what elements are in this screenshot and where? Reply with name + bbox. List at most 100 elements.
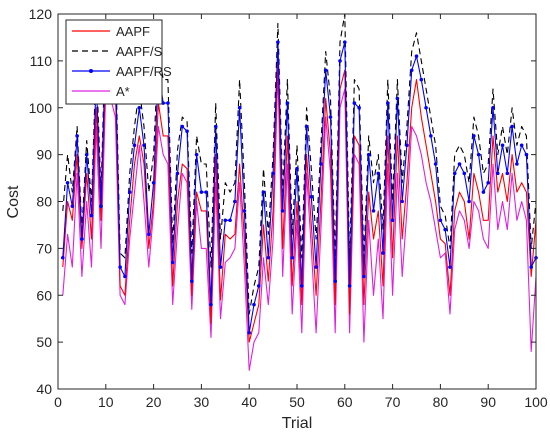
series-point [75, 134, 79, 138]
series-point [80, 237, 84, 241]
series-point [70, 204, 75, 208]
series-point [276, 40, 280, 44]
series-point [452, 171, 457, 176]
legend-label: A* [116, 84, 130, 99]
series-point [362, 274, 366, 279]
y-tick-label: 40 [36, 381, 52, 397]
series-point [338, 59, 342, 63]
x-tick-label: 100 [524, 394, 548, 410]
series-point [347, 284, 352, 288]
series-point [295, 166, 299, 171]
series-point [323, 68, 328, 73]
y-tick-label: 90 [36, 147, 52, 163]
series-point [500, 143, 505, 148]
series-point [290, 255, 295, 260]
series-point [491, 105, 495, 110]
series-point [299, 284, 304, 288]
series-point [357, 105, 361, 110]
series-point [328, 115, 333, 119]
legend-label: AAPF [116, 24, 150, 39]
series-point [123, 274, 127, 279]
series-point [242, 209, 247, 213]
legend-label: AAPF/RS [116, 64, 172, 79]
y-tick-label: 60 [36, 287, 52, 303]
series-point [252, 302, 256, 307]
series-point [180, 124, 185, 129]
legend-box [65, 19, 163, 105]
series-point [429, 134, 433, 138]
series-point [438, 218, 443, 223]
legend-marker [89, 69, 93, 73]
y-tick-label: 80 [36, 194, 52, 210]
series-point [271, 171, 275, 176]
series-point [515, 162, 519, 166]
x-tick-label: 80 [433, 394, 449, 410]
series-point [457, 162, 462, 166]
series-point [132, 143, 137, 148]
series-point [309, 195, 314, 199]
series-point [448, 265, 452, 269]
x-tick-label: 90 [480, 394, 496, 410]
series-point [371, 209, 376, 213]
series-point [166, 101, 170, 105]
series-point [185, 129, 189, 133]
series-point [89, 213, 94, 218]
series-point [194, 152, 199, 157]
series-point [395, 96, 400, 101]
series-point [343, 40, 347, 44]
series-point [386, 101, 390, 105]
series-point [247, 330, 251, 335]
series-point [266, 255, 271, 260]
series-point [510, 124, 514, 129]
x-tick-label: 20 [146, 394, 162, 410]
series-point [376, 171, 381, 176]
x-tick-label: 60 [337, 394, 353, 410]
series-point [170, 260, 175, 265]
series-point [190, 279, 194, 283]
series-point [314, 265, 318, 269]
series-point [304, 124, 309, 129]
series-point [472, 134, 476, 138]
series-point [405, 143, 409, 148]
series-point [261, 190, 266, 194]
series-point [99, 204, 103, 208]
series-point [400, 199, 404, 204]
series-point [529, 265, 534, 269]
series-point [147, 232, 151, 237]
series-point [467, 199, 471, 204]
series-point [414, 54, 419, 58]
series-point [199, 190, 204, 194]
x-axis-label: Trial [282, 415, 313, 432]
x-axis-ticks: 0 10 20 30 40 50 60 70 80 90 100 [54, 14, 548, 410]
series-point [333, 279, 338, 283]
series-point [204, 190, 208, 194]
series-point [495, 171, 500, 176]
y-tick-label: 50 [36, 334, 52, 350]
series-point [519, 143, 524, 148]
x-tick-label: 70 [385, 394, 401, 410]
series-line-aapf-rs [62, 41, 537, 334]
y-axis-ticks: 40 50 60 70 80 90 100 110 120 [29, 6, 536, 397]
series-point [409, 68, 414, 73]
series-point [352, 101, 357, 105]
series-point [481, 190, 486, 194]
x-tick-label: 0 [54, 394, 62, 410]
y-tick-label: 100 [29, 100, 53, 116]
series-point [213, 124, 218, 129]
series-point [319, 162, 323, 166]
series-point [118, 265, 122, 269]
series-point [65, 180, 70, 185]
series-point [390, 218, 395, 223]
series-point [142, 143, 146, 148]
legend-items: AAPF AAPF/S AAPF/RS A* [72, 24, 172, 99]
x-tick-label: 50 [289, 394, 305, 410]
series-line-aapf-s [62, 13, 537, 315]
series-point [237, 105, 242, 110]
series-point [476, 152, 481, 157]
series-point [218, 265, 223, 269]
series-line-aapf [62, 60, 537, 343]
series-point [381, 251, 385, 255]
series-point [223, 218, 228, 223]
legend: AAPF AAPF/S AAPF/RS A* [65, 19, 172, 105]
